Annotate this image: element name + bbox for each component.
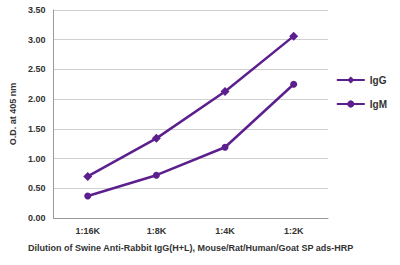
svg-text:1:16K: 1:16K [75, 226, 100, 236]
svg-text:3.50: 3.50 [28, 5, 46, 15]
svg-text:1:4K: 1:4K [215, 226, 235, 236]
svg-text:IgM: IgM [370, 99, 387, 110]
svg-text:2.00: 2.00 [28, 94, 46, 104]
svg-text:0.50: 0.50 [28, 183, 46, 193]
svg-text:1:2K: 1:2K [284, 226, 304, 236]
svg-text:IgG: IgG [370, 75, 387, 86]
svg-text:1.00: 1.00 [28, 154, 46, 164]
svg-text:O.D. at 405 nm: O.D. at 405 nm [8, 83, 18, 146]
svg-text:Dilution of Swine Anti-Rabbit: Dilution of Swine Anti-Rabbit IgG(H+L), … [28, 243, 353, 253]
svg-text:3.00: 3.00 [28, 35, 46, 45]
svg-text:1:8K: 1:8K [147, 226, 167, 236]
svg-text:0.00: 0.00 [28, 213, 46, 223]
svg-text:1.50: 1.50 [28, 124, 46, 134]
svg-text:2.50: 2.50 [28, 64, 46, 74]
